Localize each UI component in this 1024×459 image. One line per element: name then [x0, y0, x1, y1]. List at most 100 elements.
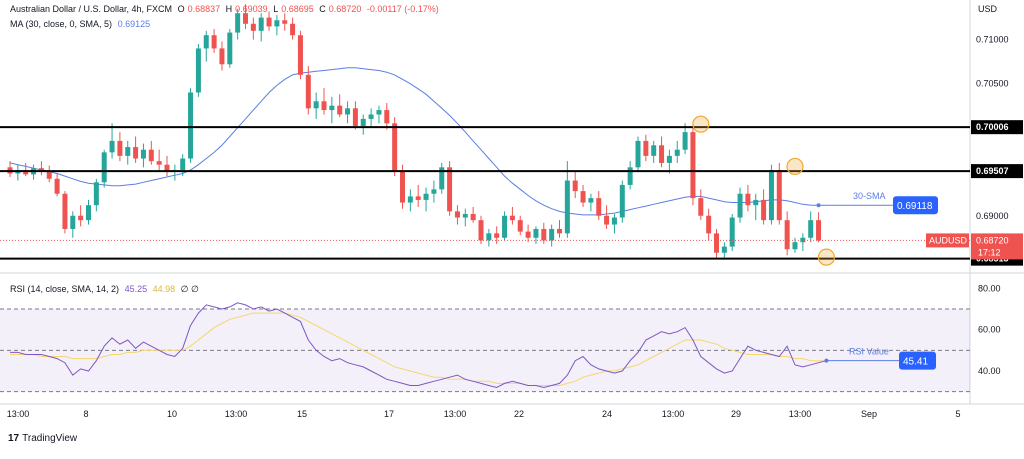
candle-body — [70, 215, 76, 229]
highlight-circle — [817, 248, 836, 266]
symbol-title: Australian Dollar / U.S. Dollar, 4h, FXC… — [10, 4, 173, 14]
candle-body — [219, 48, 225, 65]
candle-body — [635, 140, 641, 168]
candle-body — [133, 147, 139, 159]
candle-body — [761, 199, 767, 221]
candle-body — [148, 149, 154, 162]
candle-body — [659, 145, 665, 163]
symbol-tag — [926, 233, 969, 248]
candle-body — [297, 35, 303, 75]
candle-body — [494, 233, 500, 238]
candle-body — [721, 246, 727, 253]
candle-body — [768, 169, 774, 221]
candle-body — [54, 178, 60, 194]
candle-body — [706, 215, 712, 234]
ohlc-close: 0.68720 — [328, 4, 362, 14]
candle-body — [180, 158, 186, 170]
candle-body — [195, 48, 201, 93]
ma-value-tag — [893, 196, 938, 215]
level-tag-label: 0.69507 — [976, 166, 1009, 176]
candle-body — [407, 196, 413, 203]
candle-body — [400, 171, 405, 203]
candle-body — [643, 140, 649, 156]
rsi-tick-label: 40.00 — [978, 366, 1001, 376]
candle-body — [415, 196, 421, 200]
rsi-legend[interactable]: RSI (14, close, SMA, 14, 2) 45.25 44.98 … — [10, 284, 202, 295]
candle-body — [368, 114, 374, 119]
time-tick-label: 13:00 — [789, 409, 812, 419]
candle-body — [800, 237, 806, 243]
candle-body — [580, 191, 586, 203]
candle-body — [243, 13, 248, 24]
candle-body — [211, 35, 217, 49]
candle-body — [392, 123, 398, 172]
candle-body — [345, 108, 351, 115]
ohlc-low: 0.68695 — [281, 4, 314, 14]
candle-body — [462, 213, 468, 218]
candle-body — [784, 220, 790, 250]
ma-legend-value: 0.69125 — [117, 19, 151, 29]
candle-body — [698, 198, 704, 216]
candle-body — [651, 145, 657, 156]
candle-body — [117, 140, 123, 156]
candle-body — [274, 20, 280, 27]
ma-legend[interactable]: MA (30, close, 0, SMA, 5) 0.69125 — [10, 19, 153, 29]
time-tick-label: 13:00 — [662, 409, 685, 419]
time-tick-label: 24 — [602, 409, 612, 419]
candle-body — [156, 161, 162, 165]
candle-body — [447, 167, 453, 212]
candle-body — [305, 74, 311, 109]
candle-body — [266, 17, 272, 27]
candle-body — [203, 35, 209, 49]
highlight-circle — [786, 157, 804, 176]
candle-body — [360, 118, 366, 126]
candle-body — [792, 242, 798, 250]
candle-body — [753, 199, 759, 206]
price-tick-label: 0.69000 — [976, 211, 1009, 221]
candle-body — [745, 193, 751, 206]
tradingview-logo-mark: 17 — [8, 433, 20, 444]
candle-body — [227, 32, 233, 65]
candle-body — [517, 220, 523, 232]
candle-body — [321, 101, 327, 111]
candle-body — [439, 167, 445, 190]
time-tick-label: 13:00 — [444, 409, 467, 419]
tradingview-logo-text: TradingView — [22, 433, 78, 444]
candle-body — [352, 108, 358, 126]
candle-body — [611, 217, 617, 225]
candle-body — [337, 105, 343, 115]
time-tick-label: 29 — [731, 409, 741, 419]
candle-body — [258, 17, 264, 31]
ohlc-open: 0.68837 — [187, 4, 221, 14]
time-tick-label: 13:00 — [7, 409, 30, 419]
ma-value-tag-label: 0.69118 — [897, 201, 933, 212]
candle-body — [423, 193, 429, 200]
symbol-tag-label: AUDUSD — [929, 235, 968, 245]
candle-body — [384, 110, 390, 124]
ohlc-high: 0.69039 — [235, 4, 268, 14]
candle-body — [78, 215, 84, 221]
candle-body — [101, 152, 107, 183]
candle-body — [125, 147, 131, 156]
rsi-tick-label: 80.00 — [978, 283, 1001, 293]
rsi-value-tag — [899, 351, 936, 370]
currency-label: USD — [978, 4, 998, 14]
candle-body — [627, 167, 633, 185]
rsi-legend-extra: ∅ ∅ — [180, 284, 199, 294]
candle-body — [46, 171, 52, 179]
candle-body — [619, 184, 625, 218]
ma-series-line — [9, 67, 819, 216]
candle-body — [454, 211, 460, 218]
candle-body — [549, 228, 555, 241]
price-tick-label: 0.70500 — [976, 79, 1009, 89]
candle-body — [38, 168, 44, 172]
rsi-legend-label: RSI (14, close, SMA, 14, 2) — [10, 284, 120, 294]
ma-annotation-label: 30-SMA — [853, 191, 886, 201]
time-tick-label: 8 — [83, 409, 88, 419]
tradingview-logo[interactable]: 17 TradingView — [8, 433, 77, 444]
time-tick-label: 15 — [297, 409, 307, 419]
candle-body — [729, 217, 735, 247]
candle-body — [23, 169, 29, 175]
price-tick-label: 0.71000 — [976, 35, 1009, 45]
